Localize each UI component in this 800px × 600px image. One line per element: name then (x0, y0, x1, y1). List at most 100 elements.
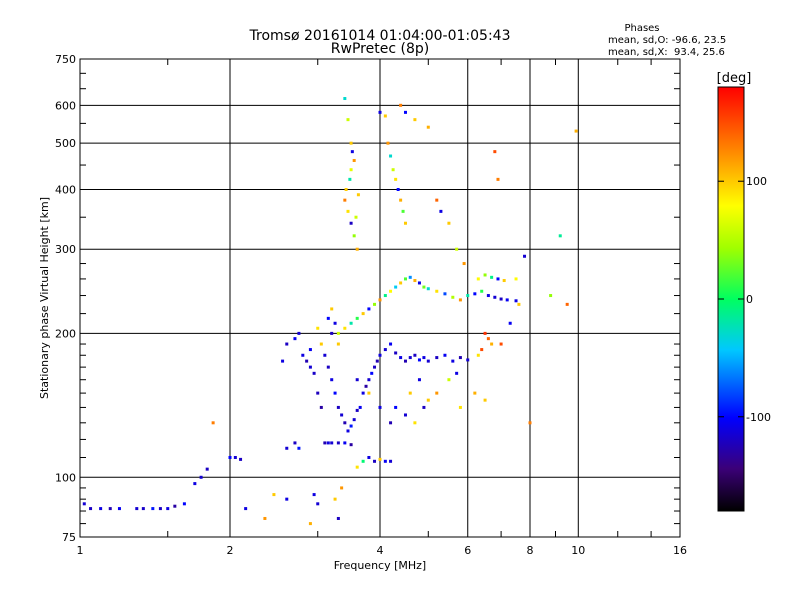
data-point (389, 459, 393, 463)
data-point (263, 516, 267, 520)
data-point (486, 337, 490, 341)
data-point (408, 356, 412, 360)
data-point (349, 424, 353, 428)
data-point (336, 331, 340, 335)
data-point (308, 522, 312, 526)
data-point (480, 348, 484, 352)
data-point (505, 298, 509, 302)
data-point (389, 421, 393, 425)
data-point (517, 302, 521, 306)
data-point (135, 507, 139, 511)
data-point (435, 289, 439, 293)
data-point (383, 294, 387, 298)
data-point (383, 348, 387, 352)
data-point (173, 504, 177, 508)
data-point (574, 129, 578, 133)
data-point (413, 353, 417, 357)
data-point (326, 316, 330, 320)
data-point (493, 150, 497, 154)
data-point (483, 273, 487, 277)
data-point (455, 371, 459, 375)
data-point (228, 455, 232, 459)
data-point (330, 331, 334, 335)
data-point (476, 353, 480, 357)
data-point (514, 277, 518, 281)
y-tick-label: 300 (55, 243, 76, 256)
data-point (346, 118, 350, 122)
data-point (528, 421, 532, 425)
data-point (523, 254, 527, 258)
data-point (285, 497, 289, 501)
data-point (297, 446, 301, 450)
chart-title: Tromsø 20161014 01:04:00-01:05:43 (249, 28, 511, 44)
data-point (426, 359, 430, 363)
data-point (401, 209, 405, 213)
x-tick-label: 1 (77, 544, 84, 557)
data-point (458, 356, 462, 360)
data-point (367, 378, 371, 382)
data-point (319, 342, 323, 346)
data-point (408, 275, 412, 279)
data-point (373, 459, 377, 463)
data-point (343, 421, 347, 425)
colorbar-ticks: 100 0 -100 (718, 175, 771, 424)
data-point (340, 413, 344, 417)
phases-o-stats: mean, sd,O: -96.6, 23.5 (608, 35, 726, 46)
data-point (346, 209, 350, 213)
data-point (435, 391, 439, 395)
data-point (308, 365, 312, 369)
data-point (355, 316, 359, 320)
data-point (451, 359, 455, 363)
data-point (108, 507, 112, 511)
data-point (355, 247, 359, 251)
data-point (211, 421, 215, 425)
data-point (455, 247, 459, 251)
data-point (417, 281, 421, 285)
data-point (285, 342, 289, 346)
data-point (394, 285, 398, 289)
data-point (399, 356, 403, 360)
data-point (244, 507, 248, 511)
data-point (349, 321, 353, 325)
data-point (417, 378, 421, 382)
data-point (141, 507, 145, 511)
data-point (466, 294, 470, 298)
data-point (499, 297, 503, 301)
data-point (399, 103, 403, 107)
data-point (389, 342, 393, 346)
data-point (422, 356, 426, 360)
data-point (473, 292, 477, 296)
data-point (364, 384, 368, 388)
data-point (361, 312, 365, 316)
data-point (391, 168, 395, 172)
x-axis-label: Frequency [MHz] (334, 559, 426, 572)
data-point (367, 391, 371, 395)
data-point (361, 391, 365, 395)
data-point (312, 493, 316, 497)
x-tick-label: 6 (464, 544, 471, 557)
y-tick-label: 200 (55, 327, 76, 340)
x-tick-label: 4 (377, 544, 384, 557)
colorbar-tick-label: -100 (746, 411, 771, 424)
data-point (352, 234, 356, 238)
data-point (330, 378, 334, 382)
data-point (323, 441, 327, 445)
data-point (514, 299, 518, 303)
data-point (348, 177, 352, 181)
y-tick-label: 75 (62, 531, 76, 544)
data-point (349, 221, 353, 225)
data-point (389, 289, 393, 293)
data-point (378, 353, 382, 357)
data-point (383, 114, 387, 118)
data-point (447, 378, 451, 382)
data-point (399, 281, 403, 285)
data-point (483, 398, 487, 402)
y-tick-label: 400 (55, 183, 76, 196)
data-point (493, 295, 497, 299)
data-point (193, 482, 197, 486)
data-point (343, 326, 347, 330)
colorbar-title: [deg] (717, 71, 752, 86)
data-point (435, 356, 439, 360)
data-point (426, 287, 430, 291)
data-point (336, 516, 340, 520)
